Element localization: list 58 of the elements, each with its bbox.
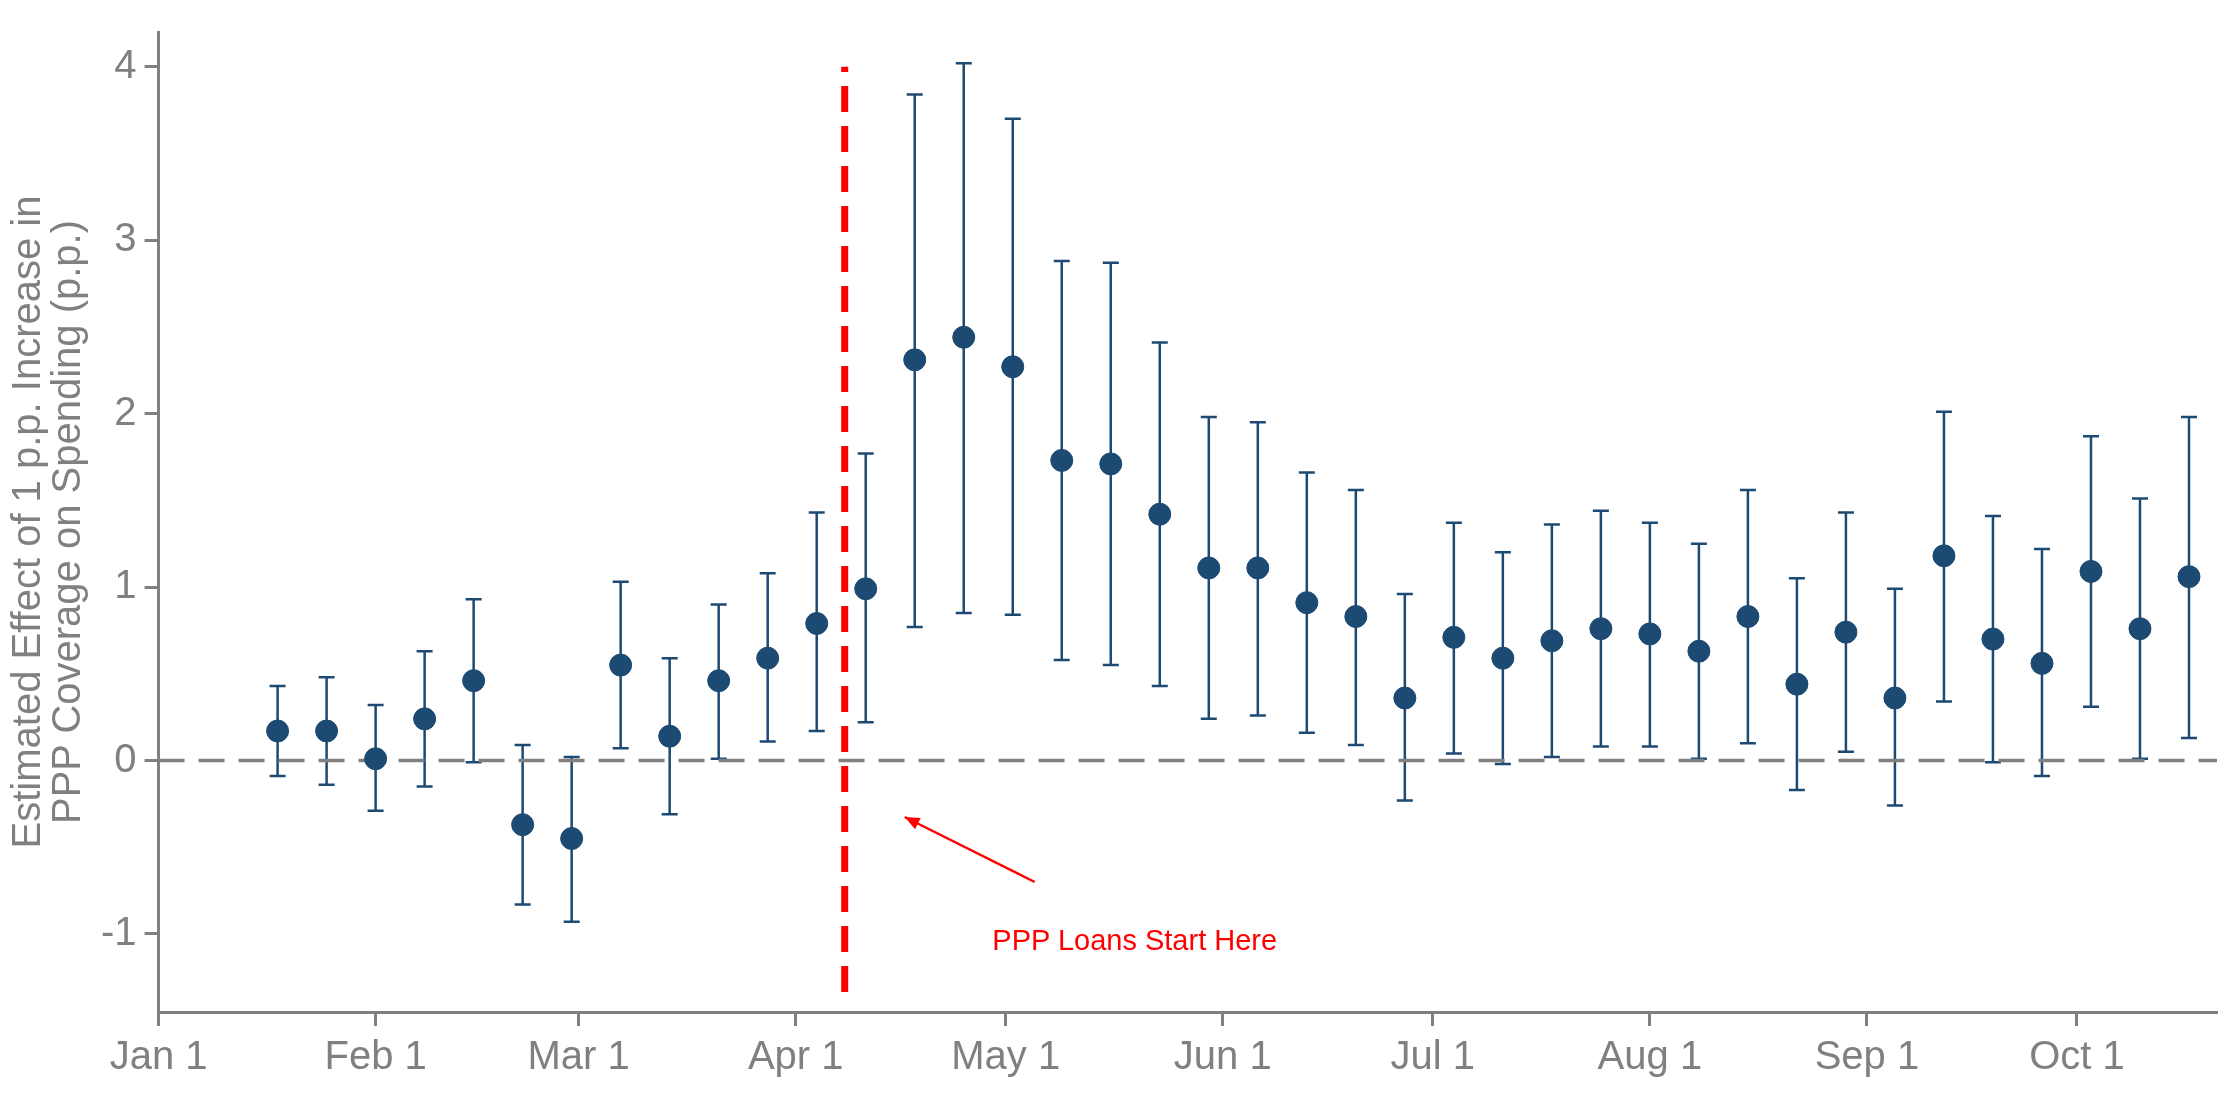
point <box>1197 556 1221 580</box>
annotation: PPP Loans Start Here <box>992 924 1278 956</box>
y-tick-label: 0 <box>114 735 137 780</box>
point <box>756 646 780 670</box>
point <box>2177 565 2201 589</box>
y-axis-title: Estimated Effect of 1 p.p. Increase in PPP Coverage on Spending (p.p.) <box>4 195 89 849</box>
y-tick-label: 1 <box>114 562 137 607</box>
point <box>1050 448 1074 472</box>
point <box>1540 629 1564 653</box>
point <box>609 653 633 677</box>
point <box>2079 559 2103 583</box>
point <box>511 813 535 837</box>
point <box>707 669 731 693</box>
point <box>1344 605 1368 629</box>
x-tick-label: Feb 1 <box>324 1033 427 1078</box>
point <box>413 707 437 731</box>
point <box>1981 627 2005 651</box>
point <box>1785 672 1809 696</box>
point <box>315 719 339 743</box>
point <box>1148 502 1172 526</box>
x-tick-label: Sep 1 <box>1814 1033 1920 1078</box>
point <box>952 325 976 349</box>
point <box>1932 544 1956 568</box>
x-tick-label: Jun 1 <box>1173 1033 1272 1078</box>
point <box>266 719 290 743</box>
x-tick-label: Jan 1 <box>109 1033 208 1078</box>
point <box>903 348 927 372</box>
point <box>1736 605 1760 629</box>
point <box>1393 686 1417 710</box>
point <box>1246 556 1270 580</box>
point <box>1295 591 1319 615</box>
point <box>1001 355 1025 379</box>
point <box>1099 452 1123 476</box>
x-tick-label: Jul 1 <box>1390 1033 1476 1078</box>
y-tick-label: 4 <box>114 41 137 86</box>
point <box>2030 651 2054 675</box>
y-tick-label: 3 <box>114 215 137 260</box>
y-tick-label: 2 <box>114 388 137 433</box>
point <box>462 669 486 693</box>
point <box>1687 639 1711 663</box>
point <box>1491 646 1515 670</box>
point <box>2128 617 2152 641</box>
point <box>560 827 584 851</box>
point <box>364 747 388 771</box>
point <box>854 577 878 601</box>
x-tick-label: Aug 1 <box>1597 1033 1703 1078</box>
x-tick-label: May 1 <box>951 1033 1061 1078</box>
point <box>1883 686 1907 710</box>
point <box>1442 625 1466 649</box>
point <box>1834 620 1858 644</box>
x-tick-label: Oct 1 <box>2029 1033 2125 1078</box>
x-tick-label: Mar 1 <box>527 1033 630 1078</box>
x-tick-label: Apr 1 <box>747 1033 844 1078</box>
point <box>1589 617 1613 641</box>
y-tick-label: -1 <box>100 908 137 953</box>
point <box>658 724 682 748</box>
point <box>805 611 829 635</box>
point <box>1638 622 1662 646</box>
